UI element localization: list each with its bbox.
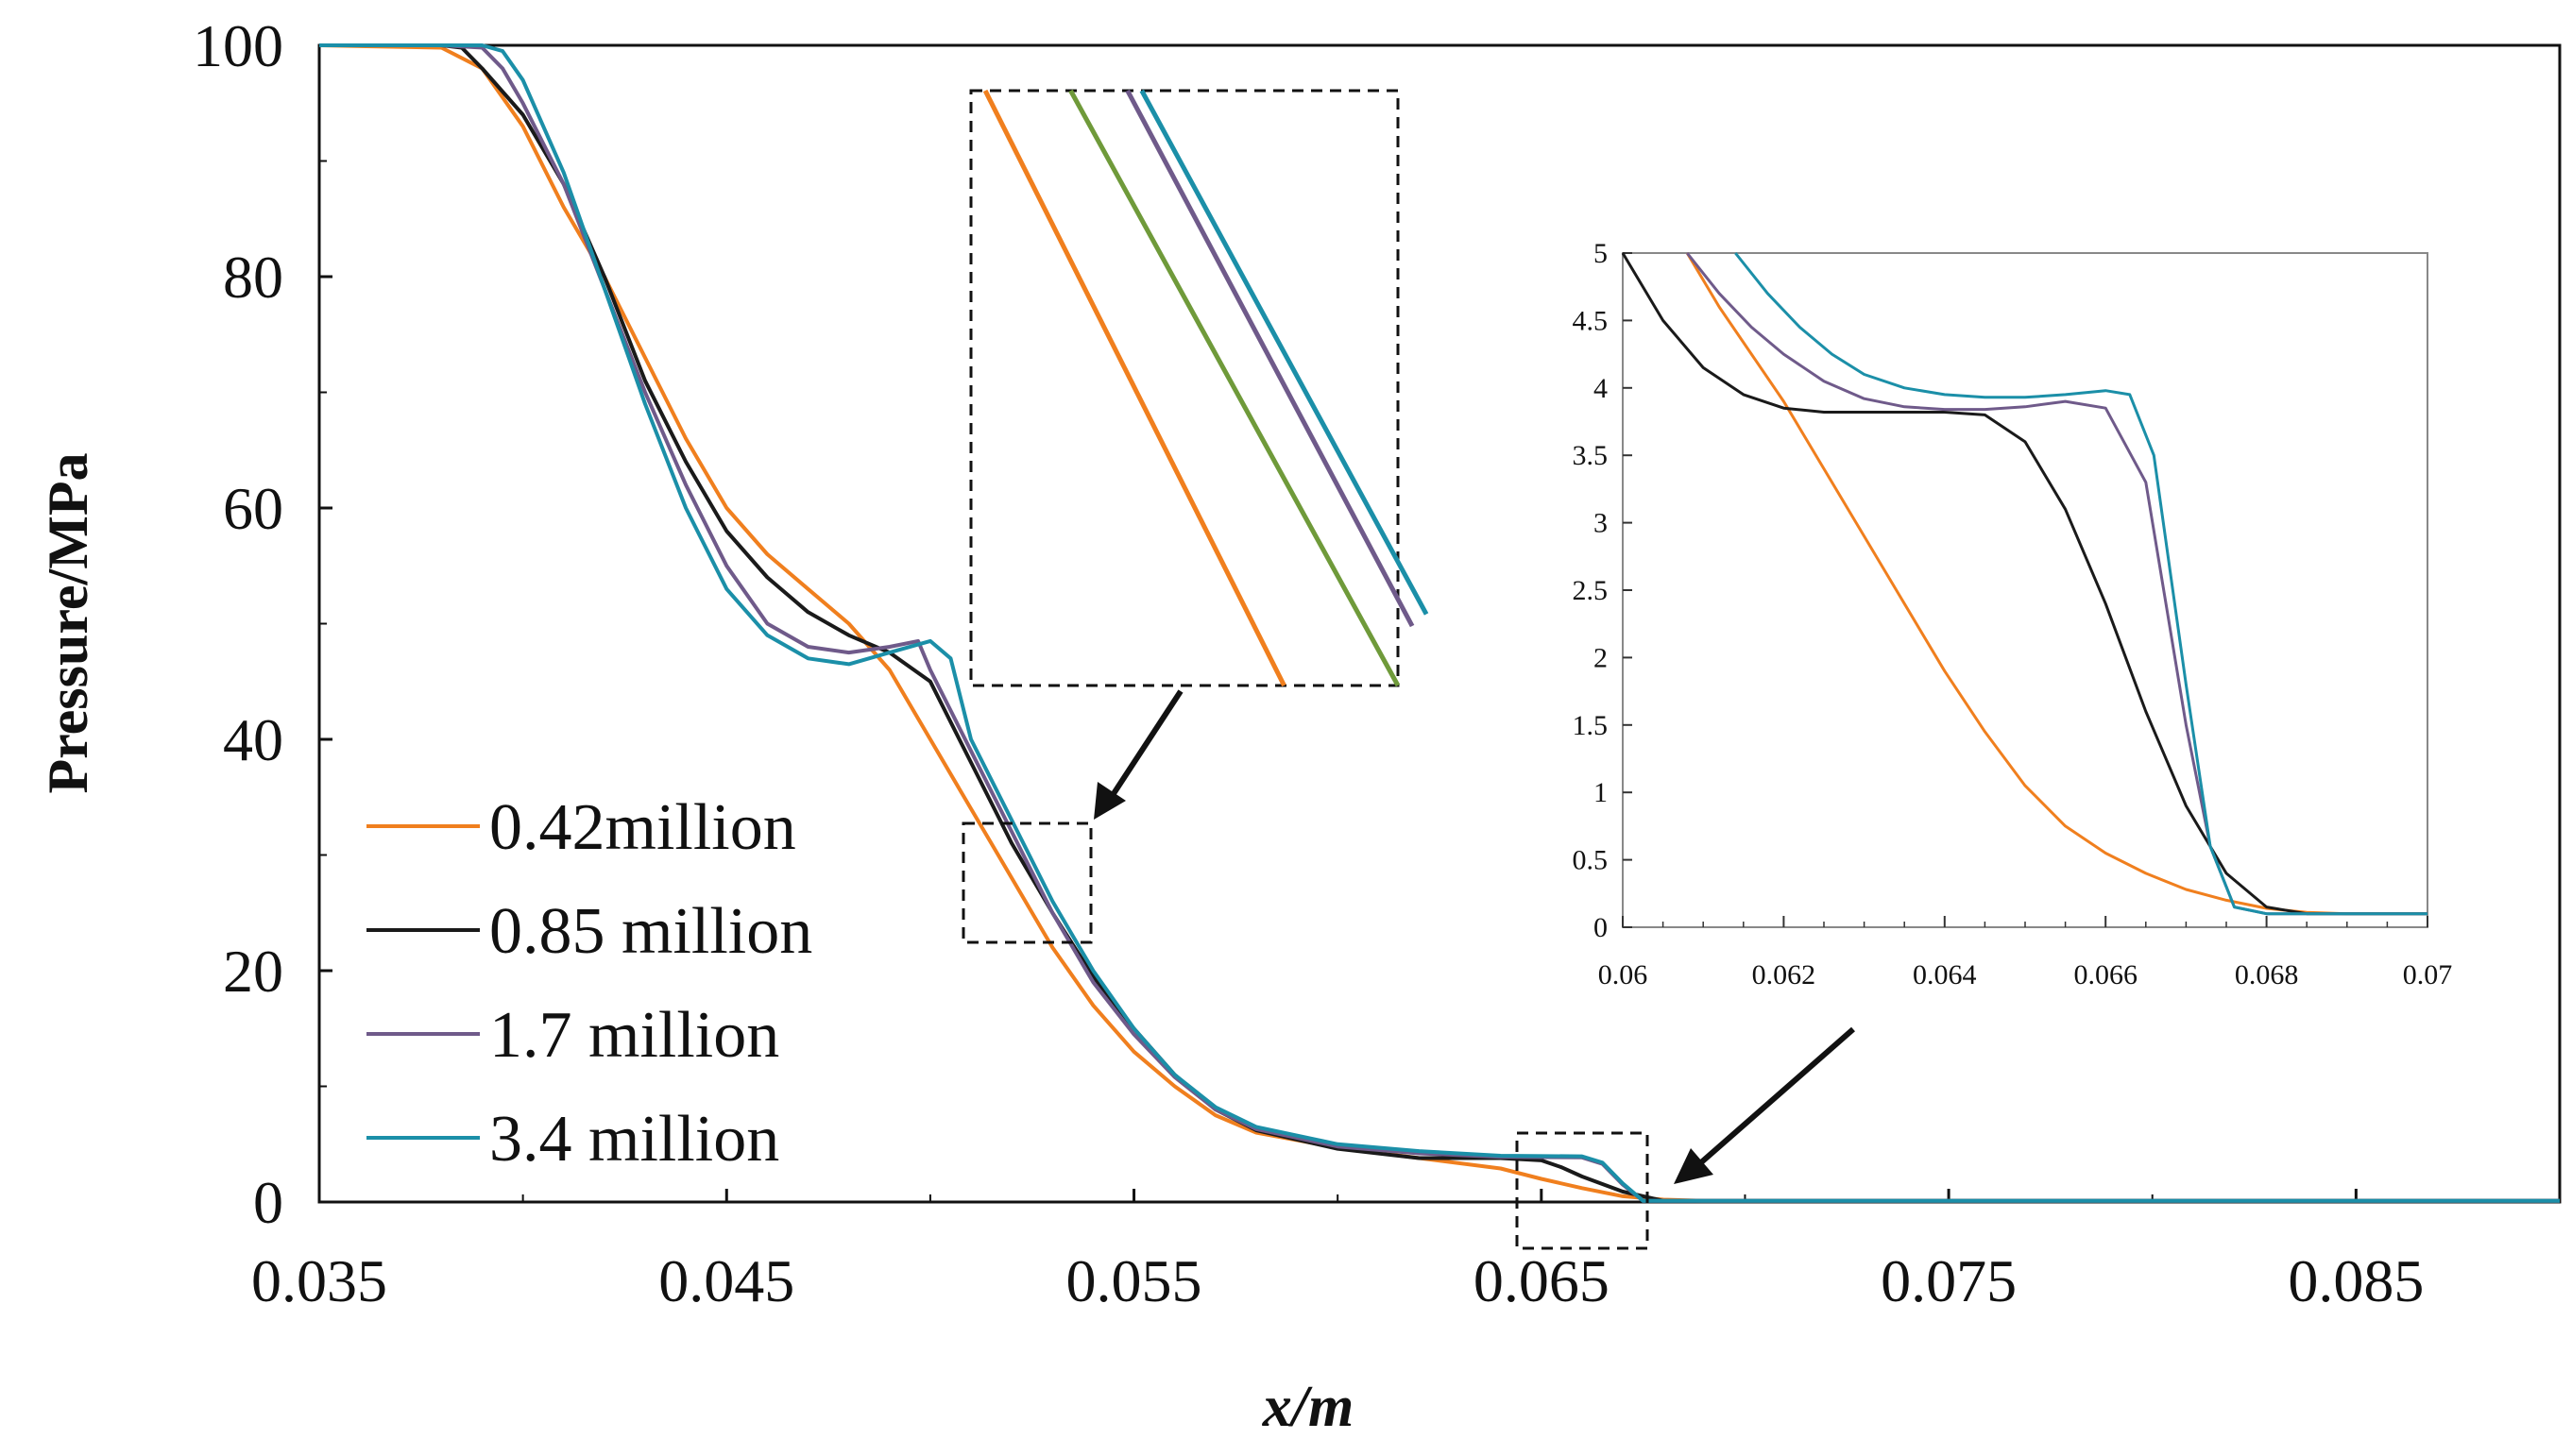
- inset-right-line-3-4-million: [1734, 252, 2427, 916]
- legend-label-1-7-million: 1.7 million: [489, 999, 779, 1072]
- inset-left-line-1-7-million: [1125, 89, 1415, 628]
- inset-right-y-tick-label: 2.5: [1573, 575, 1609, 606]
- arrow-right-shaft: [1698, 1026, 1855, 1166]
- inset-right-line-0-85-million: [1621, 252, 2427, 916]
- main-x-ticks: 0.035 0.045 0.055 0.065 0.075 0.085: [251, 1189, 2424, 1314]
- inset-left-line-0-42million: [982, 89, 1286, 687]
- arrow-to-inset-left: [1094, 689, 1184, 820]
- inset-right-x-tick-label: 0.064: [1913, 959, 1977, 990]
- main-y-tick-label: 100: [193, 12, 283, 79]
- inset-right-x-tick-label: 0.06: [1598, 959, 1648, 990]
- inset-right-x-tick-label: 0.07: [2403, 959, 2453, 990]
- main-y-ticks: 0 20 40 60 80 100: [193, 12, 332, 1236]
- inset-right-x-tick-label: 0.062: [1752, 959, 1816, 990]
- inset-left-line-green: [1068, 89, 1401, 687]
- main-x-tick-label: 0.075: [1881, 1247, 2017, 1314]
- main-y-tick-label: 20: [223, 938, 283, 1005]
- arrow-left-shaft: [1110, 689, 1184, 797]
- arrow-to-inset-right: [1674, 1026, 1855, 1184]
- inset-right-series-group: [1621, 252, 2427, 916]
- inset-left-line-3-4-million: [1139, 89, 1429, 616]
- inset-right-background: [1623, 253, 2427, 927]
- inset-right-y-tick-label: 5: [1593, 238, 1608, 269]
- legend-label-3-4-million: 3.4 million: [489, 1103, 779, 1176]
- legend-label-0-85-million: 0.85 million: [489, 895, 812, 968]
- main-y-tick-label: 80: [223, 244, 283, 311]
- inset-right-y-tick-label: 0: [1593, 912, 1608, 943]
- inset-right-y-tick-label: 4.5: [1573, 305, 1609, 336]
- main-series-group: [318, 43, 2560, 1203]
- inset-right-y-tick-label: 3: [1593, 508, 1608, 539]
- main-x-tick-label: 0.065: [1473, 1247, 1610, 1314]
- inset-right-y-tick-label: 2: [1593, 642, 1608, 673]
- inset-right-y-tick-label: 0.5: [1573, 845, 1609, 876]
- inset-left-frame: [969, 89, 1400, 687]
- main-x-tick-label: 0.055: [1066, 1247, 1202, 1314]
- main-y-tick-label: 40: [223, 706, 283, 773]
- main-x-axis-title: x/m: [1262, 1375, 1354, 1439]
- inset-right-y-tick-label: 1.5: [1573, 710, 1609, 741]
- legend: 0.42million 0.85 million 1.7 million 3.4 mi…: [366, 791, 812, 1176]
- inset-right: 00.511.522.533.544.55 0.06 0.062 0.064 0.06…: [1573, 238, 2453, 990]
- inset-right-x-tick-label: 0.066: [2073, 959, 2138, 990]
- inset-right-y-tick-label: 1: [1593, 777, 1608, 808]
- inset-right-x-ticks: 0.06 0.062 0.064 0.066 0.068 0.07: [1598, 916, 2453, 990]
- inset-right-y-tick-label: 4: [1593, 373, 1608, 404]
- main-x-tick-label: 0.085: [2288, 1247, 2424, 1314]
- zoom-box-right: [1515, 1131, 1649, 1250]
- series-line-3-4-million: [319, 43, 2560, 1203]
- main-x-tick-label: 0.035: [251, 1247, 387, 1314]
- main-y-axis-title: Pressure/MPa: [37, 452, 99, 793]
- inset-left-series-group: [982, 89, 1429, 687]
- main-y-tick-label: 60: [223, 475, 283, 542]
- legend-label-0-42million: 0.42million: [489, 791, 796, 864]
- inset-left: [969, 89, 1429, 687]
- main-y-tick-label: 0: [253, 1169, 283, 1236]
- zoom-box-left: [962, 821, 1093, 944]
- main-x-tick-label: 0.045: [658, 1247, 794, 1314]
- arrow-right-head: [1674, 1148, 1713, 1184]
- inset-right-x-tick-label: 0.068: [2235, 959, 2299, 990]
- arrow-left-head: [1094, 782, 1126, 820]
- inset-right-y-tick-label: 3.5: [1573, 440, 1609, 471]
- inset-right-y-ticks: 0 0.5 1 1.5 2 2.5 3 3.5 4 4.5 5: [1573, 238, 1632, 943]
